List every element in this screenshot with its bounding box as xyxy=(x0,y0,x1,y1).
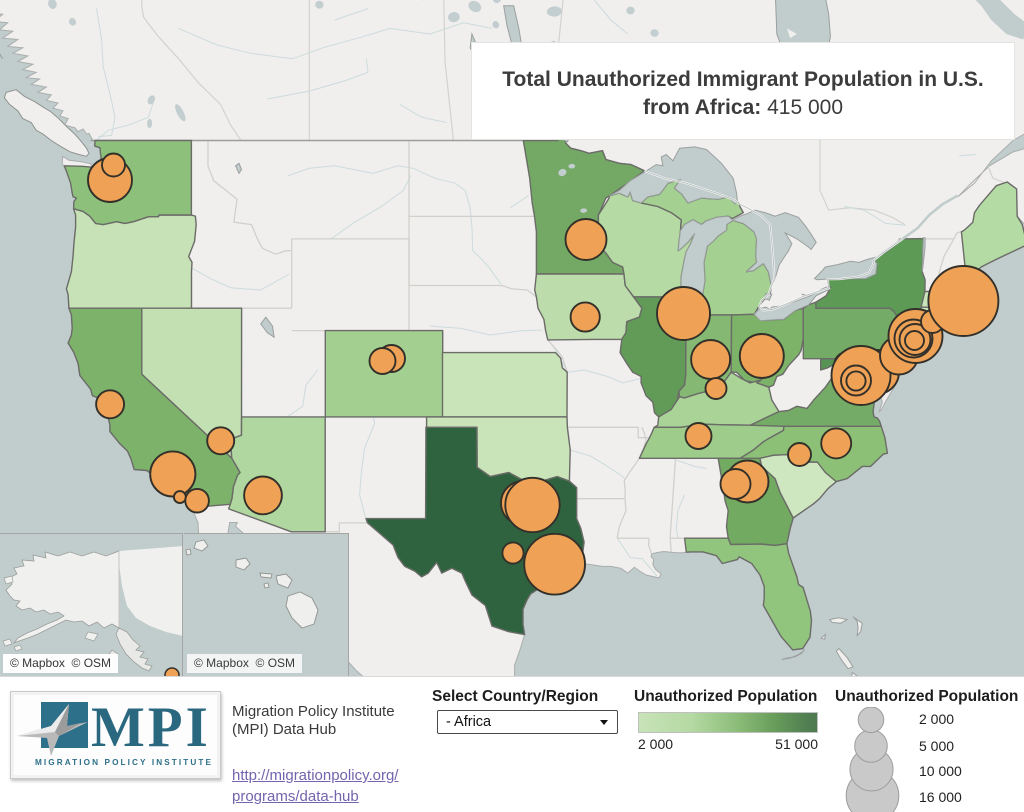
svg-text:MPI: MPI xyxy=(91,696,211,759)
svg-text:MIGRATION POLICY INSTITUTE: MIGRATION POLICY INSTITUTE xyxy=(35,758,213,767)
